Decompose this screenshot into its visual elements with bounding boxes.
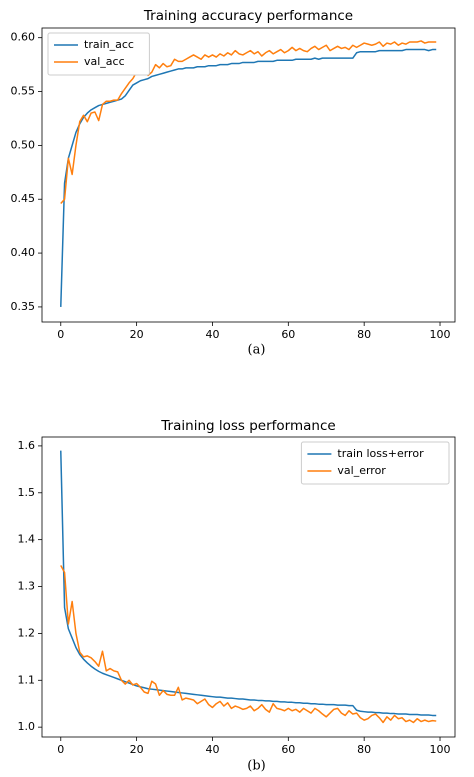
x-tick-label: 60 bbox=[281, 743, 295, 756]
chart-title: Training accuracy performance bbox=[143, 8, 353, 24]
legend: train loss+error val_error bbox=[300, 441, 450, 485]
x-tick-label: 80 bbox=[357, 328, 371, 341]
x-tick-label: 80 bbox=[357, 743, 371, 756]
y-tick-label: 0.45 bbox=[11, 192, 36, 205]
caption: (a) bbox=[248, 343, 266, 358]
series-line bbox=[60, 48, 437, 307]
series-line bbox=[60, 565, 437, 724]
legend-label: train_acc bbox=[84, 38, 134, 51]
y-tick-label: 0.60 bbox=[11, 31, 36, 44]
y-tick-label: 1.5 bbox=[18, 486, 36, 499]
caption: (b) bbox=[247, 759, 265, 774]
legend-box bbox=[300, 441, 450, 485]
x-tick-label: 0 bbox=[57, 328, 64, 341]
x-tick-label: 60 bbox=[281, 328, 295, 341]
x-tick-label: 40 bbox=[205, 328, 219, 341]
y-tick-label: 1.6 bbox=[18, 439, 36, 452]
y-tick-label: 1.2 bbox=[18, 626, 36, 639]
legend-label: val_acc bbox=[84, 55, 125, 68]
legend-box bbox=[47, 32, 150, 76]
x-tick-label: 100 bbox=[430, 743, 451, 756]
legend: train_acc val_acc bbox=[47, 32, 150, 76]
series-line bbox=[60, 450, 437, 717]
y-tick-label: 1.1 bbox=[18, 673, 36, 686]
y-tick-label: 0.40 bbox=[11, 246, 36, 259]
x-tick-label: 20 bbox=[130, 328, 144, 341]
x-tick-label: 20 bbox=[130, 743, 144, 756]
x-tick-label: 40 bbox=[205, 743, 219, 756]
y-tick-label: 0.55 bbox=[11, 85, 36, 98]
plot-frame bbox=[41, 27, 456, 323]
legend-label: val_error bbox=[337, 464, 386, 477]
y-tick-label: 1.3 bbox=[18, 580, 36, 593]
y-tick-label: 1.4 bbox=[18, 533, 36, 546]
x-tick-label: 0 bbox=[57, 743, 64, 756]
y-tick-label: 0.50 bbox=[11, 138, 36, 151]
plot-frame bbox=[41, 436, 456, 738]
y-tick-label: 1.0 bbox=[18, 720, 36, 733]
x-tick-label: 100 bbox=[430, 328, 451, 341]
chart-title: Training loss performance bbox=[160, 418, 335, 434]
series-line bbox=[60, 40, 437, 205]
legend-label: train loss+error bbox=[337, 447, 424, 460]
y-tick-label: 0.35 bbox=[11, 300, 36, 313]
